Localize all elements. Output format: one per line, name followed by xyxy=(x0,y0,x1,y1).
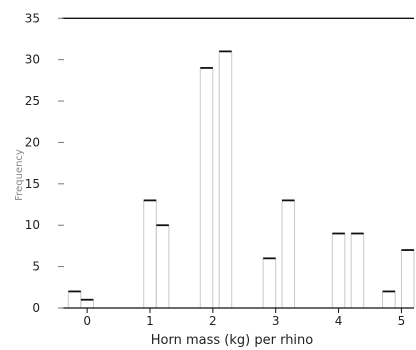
y-tick-label: 20 xyxy=(25,135,40,149)
x-tick-label: 0 xyxy=(83,314,91,328)
bars-group xyxy=(67,50,415,308)
x-tick-label: 5 xyxy=(398,314,406,328)
y-tick-label: 30 xyxy=(25,53,40,67)
x-tick-label: 2 xyxy=(209,314,217,328)
bar xyxy=(143,199,157,308)
bar xyxy=(281,199,296,308)
x-tick-label: 1 xyxy=(146,314,154,328)
bar xyxy=(350,232,365,308)
y-tick-label: 35 xyxy=(25,11,40,25)
bar xyxy=(80,298,94,308)
bar xyxy=(199,67,214,308)
y-axis-label: Frequency xyxy=(14,149,25,201)
bar xyxy=(218,50,233,308)
x-tick-label: 3 xyxy=(272,314,280,328)
bar xyxy=(262,257,277,308)
y-tick-label: 5 xyxy=(32,260,40,274)
bar xyxy=(382,290,396,308)
bar xyxy=(400,249,415,308)
bar xyxy=(331,232,346,308)
y-tick-label: 25 xyxy=(25,94,40,108)
x-ticks-group: 0 1 2 3 4 5 xyxy=(83,308,405,328)
y-tick-label: 10 xyxy=(25,218,40,232)
bar xyxy=(67,290,82,308)
x-axis-label: Horn mass (kg) per rhino xyxy=(151,333,314,348)
bar xyxy=(155,224,170,308)
y-tick-label: 0 xyxy=(32,301,40,315)
x-tick-label: 4 xyxy=(335,314,343,328)
y-ticks-group: 0 5 10 15 20 25 30 35 xyxy=(25,11,64,315)
y-tick-label: 15 xyxy=(25,177,40,191)
